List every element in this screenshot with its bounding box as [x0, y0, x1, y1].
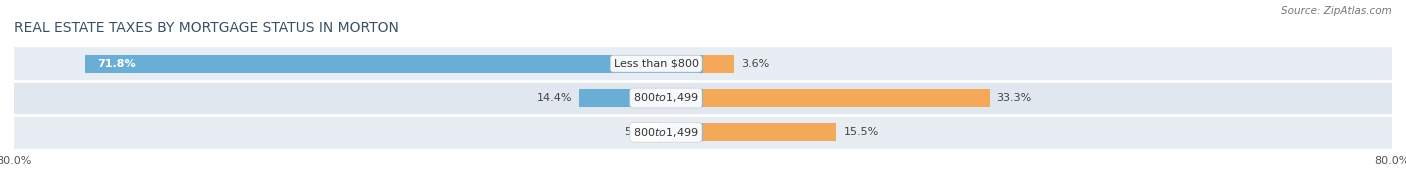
Bar: [703, 89, 990, 107]
Bar: [703, 55, 734, 73]
Bar: [14, 81, 1392, 115]
Bar: [703, 123, 837, 141]
Bar: [579, 89, 703, 107]
Bar: [84, 55, 703, 73]
Text: 5.1%: 5.1%: [624, 127, 652, 137]
Text: 33.3%: 33.3%: [997, 93, 1032, 103]
Text: REAL ESTATE TAXES BY MORTGAGE STATUS IN MORTON: REAL ESTATE TAXES BY MORTGAGE STATUS IN …: [14, 21, 399, 35]
Text: Source: ZipAtlas.com: Source: ZipAtlas.com: [1281, 6, 1392, 16]
Text: $800 to $1,499: $800 to $1,499: [633, 126, 699, 139]
Text: $800 to $1,499: $800 to $1,499: [633, 92, 699, 104]
Bar: [14, 115, 1392, 150]
Bar: [14, 47, 1392, 81]
Text: 71.8%: 71.8%: [97, 59, 136, 69]
Text: 15.5%: 15.5%: [844, 127, 879, 137]
Bar: [659, 123, 703, 141]
Text: 14.4%: 14.4%: [537, 93, 572, 103]
Text: 3.6%: 3.6%: [741, 59, 769, 69]
Text: Less than $800: Less than $800: [613, 59, 699, 69]
